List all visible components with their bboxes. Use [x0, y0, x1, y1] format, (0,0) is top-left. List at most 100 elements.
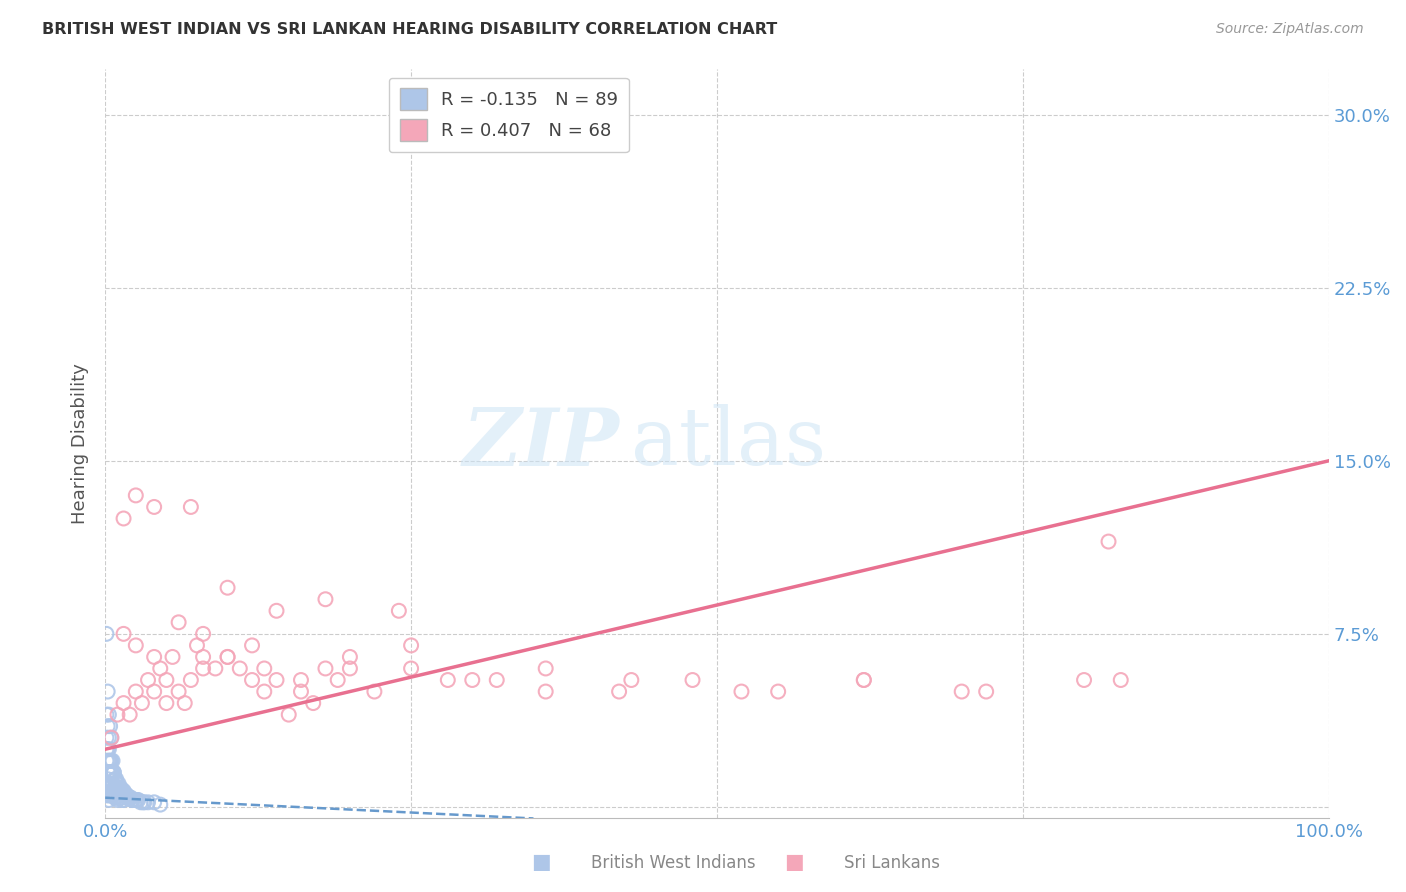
Point — [97, 765, 120, 780]
Point — [107, 793, 129, 807]
Point — [107, 707, 129, 722]
Point — [290, 684, 312, 698]
Point — [217, 581, 239, 595]
Point — [950, 684, 973, 698]
Point — [96, 742, 118, 756]
Point — [107, 789, 129, 803]
Point — [388, 604, 411, 618]
Point — [129, 795, 152, 809]
Point — [97, 777, 120, 791]
Point — [103, 777, 125, 791]
Point — [485, 673, 508, 687]
Point — [173, 696, 195, 710]
Point — [112, 789, 135, 803]
Point — [98, 719, 121, 733]
Point — [204, 661, 226, 675]
Point — [107, 781, 129, 796]
Point — [120, 790, 142, 805]
Point — [682, 673, 704, 687]
Point — [136, 795, 159, 809]
Point — [115, 789, 138, 803]
Point — [105, 772, 128, 787]
Point — [974, 684, 997, 698]
Point — [98, 777, 121, 791]
Point — [110, 790, 132, 805]
Point — [131, 696, 153, 710]
Point — [191, 649, 214, 664]
Point — [167, 684, 190, 698]
Point — [766, 684, 789, 698]
Point — [97, 731, 120, 745]
Point — [97, 781, 120, 796]
Point — [149, 661, 172, 675]
Point — [143, 500, 166, 514]
Point — [105, 781, 128, 796]
Point — [111, 784, 134, 798]
Point — [167, 615, 190, 630]
Point — [104, 772, 127, 787]
Point — [143, 795, 166, 809]
Point — [98, 754, 121, 768]
Point — [97, 754, 120, 768]
Point — [534, 661, 557, 675]
Text: Source: ZipAtlas.com: Source: ZipAtlas.com — [1216, 22, 1364, 37]
Point — [127, 793, 149, 807]
Point — [105, 790, 128, 805]
Point — [149, 797, 172, 812]
Point — [104, 790, 127, 805]
Text: ■: ■ — [531, 853, 551, 872]
Point — [111, 793, 134, 807]
Point — [1073, 673, 1095, 687]
Point — [217, 649, 239, 664]
Point — [115, 789, 138, 803]
Point — [122, 793, 145, 807]
Point — [186, 639, 208, 653]
Point — [118, 707, 141, 722]
Point — [100, 784, 122, 798]
Point — [103, 765, 125, 780]
Point — [125, 488, 148, 502]
Point — [97, 765, 120, 780]
Point — [110, 786, 132, 800]
Point — [730, 684, 752, 698]
Point — [103, 789, 125, 803]
Text: atlas: atlas — [631, 404, 827, 483]
Point — [1097, 534, 1119, 549]
Point — [136, 673, 159, 687]
Point — [534, 684, 557, 698]
Point — [253, 684, 276, 698]
Point — [112, 696, 135, 710]
Point — [112, 784, 135, 798]
Point — [240, 673, 263, 687]
Point — [134, 795, 156, 809]
Point — [97, 789, 120, 803]
Point — [191, 661, 214, 675]
Y-axis label: Hearing Disability: Hearing Disability — [72, 363, 89, 524]
Point — [97, 719, 120, 733]
Point — [162, 649, 184, 664]
Point — [326, 673, 349, 687]
Point — [132, 795, 155, 809]
Point — [112, 627, 135, 641]
Point — [97, 742, 120, 756]
Point — [101, 777, 124, 791]
Point — [114, 786, 136, 800]
Point — [125, 793, 148, 807]
Point — [97, 707, 120, 722]
Point — [115, 790, 138, 805]
Point — [125, 793, 148, 807]
Point — [125, 639, 148, 653]
Point — [110, 781, 132, 796]
Point — [100, 754, 122, 768]
Point — [1109, 673, 1132, 687]
Point — [96, 731, 118, 745]
Point — [97, 772, 120, 787]
Point — [96, 789, 118, 803]
Point — [101, 765, 124, 780]
Text: ZIP: ZIP — [463, 405, 619, 483]
Point — [266, 673, 288, 687]
Point — [98, 789, 121, 803]
Point — [98, 765, 121, 780]
Point — [399, 661, 422, 675]
Point — [180, 500, 202, 514]
